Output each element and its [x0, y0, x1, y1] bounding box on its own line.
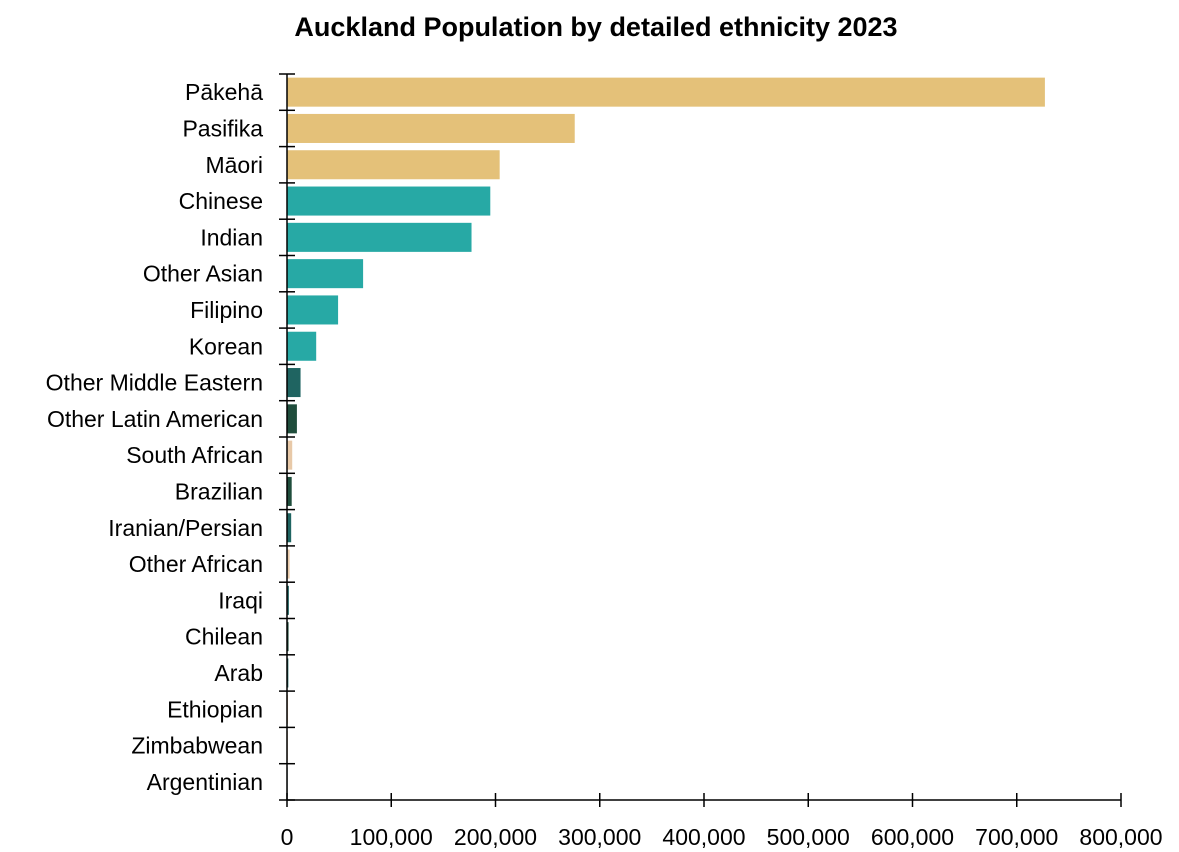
- category-label-5: Other Asian: [143, 261, 263, 287]
- category-label-7: Korean: [189, 333, 263, 359]
- category-label-14: Iraqi: [218, 587, 263, 613]
- x-tick-label-4: 400,000: [662, 824, 745, 850]
- category-label-13: Other African: [129, 551, 263, 577]
- category-label-17: Ethiopian: [167, 696, 263, 722]
- category-label-16: Arab: [214, 660, 263, 686]
- bar-7: [287, 331, 317, 361]
- category-label-1: Pasifika: [182, 115, 263, 141]
- bar-6: [287, 295, 339, 325]
- category-label-19: Argentinian: [147, 769, 263, 795]
- x-tick-label-7: 700,000: [975, 824, 1058, 850]
- category-label-11: Brazilian: [175, 478, 263, 504]
- category-label-18: Zimbabwean: [131, 733, 263, 759]
- bars-group: [287, 77, 1045, 797]
- x-tick-label-3: 300,000: [558, 824, 641, 850]
- x-tick-label-1: 100,000: [350, 824, 433, 850]
- bar-5: [287, 259, 364, 289]
- category-label-9: Other Latin American: [47, 406, 263, 432]
- category-label-2: Māori: [205, 152, 263, 178]
- category-label-15: Chilean: [185, 624, 263, 650]
- bar-14: [287, 585, 289, 615]
- category-label-6: Filipino: [190, 297, 263, 323]
- bar-13: [287, 549, 290, 579]
- x-tick-label-5: 500,000: [767, 824, 850, 850]
- x-tick-label-0: 0: [281, 824, 294, 850]
- category-label-4: Indian: [200, 224, 263, 250]
- bar-11: [287, 476, 292, 506]
- category-label-0: Pākehā: [185, 79, 263, 105]
- bar-3: [287, 186, 491, 216]
- chart-title: Auckland Population by detailed ethnicit…: [294, 12, 897, 42]
- x-tick-label-2: 200,000: [454, 824, 537, 850]
- bar-15: [287, 622, 289, 652]
- bar-4: [287, 222, 472, 252]
- bar-9: [287, 404, 297, 434]
- bar-10: [287, 440, 293, 470]
- x-tick-label-8: 800,000: [1079, 824, 1162, 850]
- bar-12: [287, 513, 292, 543]
- bar-2: [287, 150, 500, 180]
- y-axis: Pākehā Pasifika Māori Chinese Indian Other As…: [46, 73, 295, 801]
- bar-8: [287, 368, 301, 398]
- category-label-3: Chinese: [179, 188, 263, 214]
- x-tick-label-6: 600,000: [871, 824, 954, 850]
- bar-0: [287, 77, 1045, 107]
- bar-1: [287, 113, 575, 143]
- category-label-8: Other Middle Eastern: [46, 370, 263, 396]
- category-label-12: Iranian/Persian: [108, 515, 263, 541]
- x-axis: 0 100,000 200,000 300,000 400,000 500,000 600,…: [281, 793, 1163, 850]
- category-label-10: South African: [126, 442, 263, 468]
